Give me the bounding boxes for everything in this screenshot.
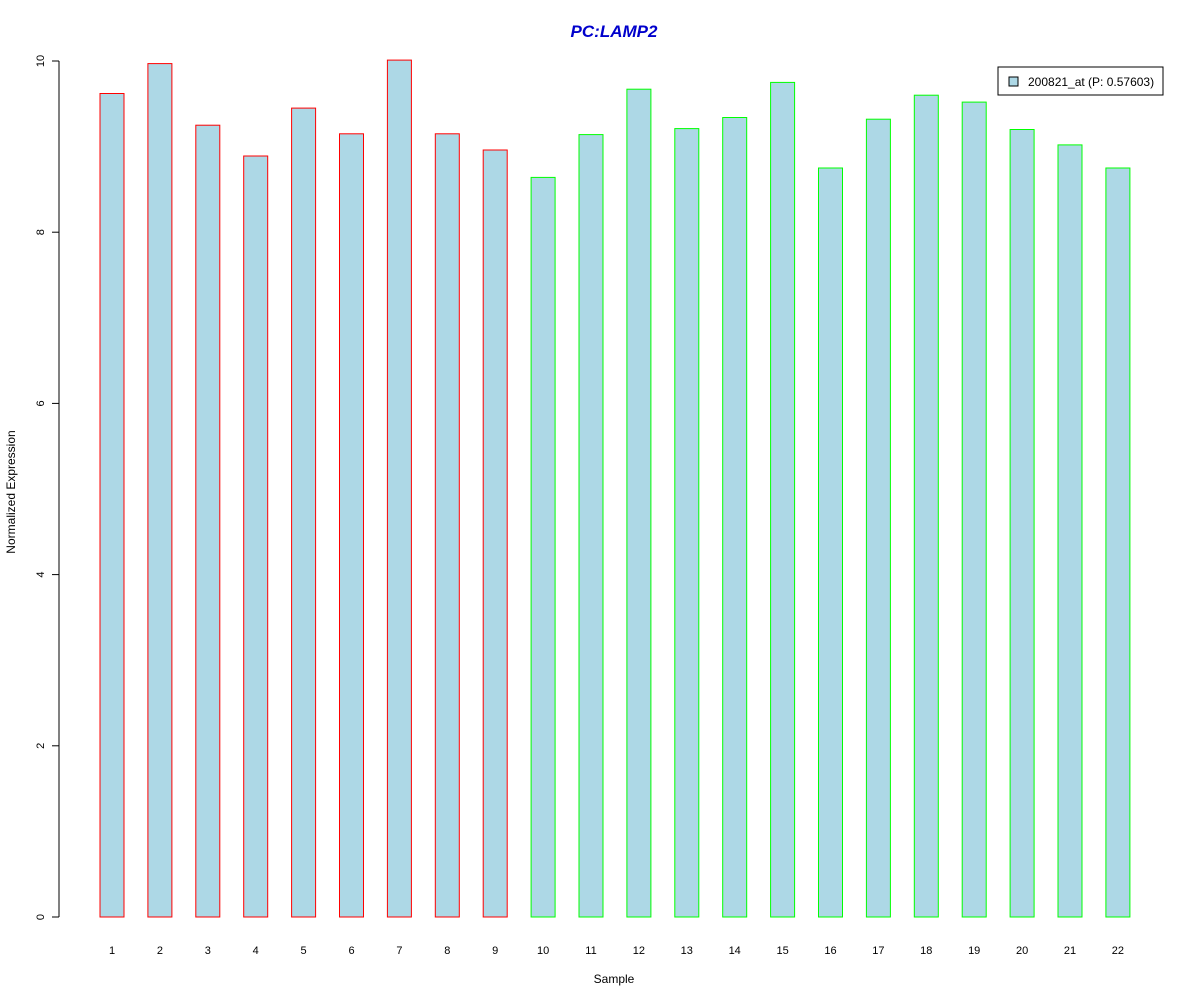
x-tick-label: 14 bbox=[729, 945, 741, 957]
x-tick-label: 19 bbox=[968, 945, 980, 957]
bar-sample-1 bbox=[99, 93, 125, 918]
legend-box bbox=[997, 66, 1164, 96]
bar-sample-18 bbox=[913, 94, 939, 918]
y-tick-label: 2 bbox=[35, 743, 47, 749]
bar-sample-10 bbox=[530, 176, 556, 918]
legend-swatch bbox=[1008, 76, 1019, 87]
y-tick-label: 8 bbox=[35, 229, 47, 235]
chart-title: PC:LAMP2 bbox=[571, 22, 658, 41]
bar-sample-7 bbox=[386, 59, 412, 918]
bar-sample-19 bbox=[961, 101, 987, 918]
x-axis-label: Sample bbox=[594, 972, 635, 986]
bar-sample-3 bbox=[195, 124, 221, 918]
y-tick-label: 4 bbox=[35, 572, 47, 578]
bar-sample-12 bbox=[626, 88, 652, 918]
y-tick-label: 10 bbox=[35, 55, 47, 67]
bar-sample-2 bbox=[147, 63, 173, 918]
bar-sample-14 bbox=[722, 117, 748, 918]
bar-sample-13 bbox=[674, 128, 700, 918]
x-tick-label: 9 bbox=[492, 945, 498, 957]
x-tick-label: 22 bbox=[1112, 945, 1124, 957]
bar-sample-5 bbox=[291, 107, 317, 918]
y-axis: 0 2 4 6 8 10 bbox=[35, 55, 60, 920]
x-tick-label: 3 bbox=[205, 945, 211, 957]
bar-sample-21 bbox=[1057, 144, 1083, 918]
bar-sample-17 bbox=[865, 118, 891, 918]
x-tick-label: 16 bbox=[824, 945, 836, 957]
x-tick-label: 21 bbox=[1064, 945, 1076, 957]
bar-sample-4 bbox=[243, 155, 269, 918]
x-tick-label: 7 bbox=[396, 945, 402, 957]
x-tick-label: 20 bbox=[1016, 945, 1028, 957]
x-tick-label: 6 bbox=[348, 945, 354, 957]
x-tick-label: 5 bbox=[301, 945, 307, 957]
x-tick-label: 8 bbox=[444, 945, 450, 957]
y-axis-label: Normalized Expression bbox=[4, 430, 18, 553]
x-tick-label: 10 bbox=[537, 945, 549, 957]
x-tick-label: 18 bbox=[920, 945, 932, 957]
x-tick-label: 11 bbox=[585, 945, 596, 957]
x-tick-labels: 1 2 3 4 5 6 7 8 9 10 11 12 13 14 15 16 17 18 19 20 21 22 bbox=[109, 945, 1124, 957]
bar-sample-8 bbox=[434, 133, 460, 918]
bar-sample-6 bbox=[339, 133, 364, 918]
x-tick-label: 1 bbox=[109, 945, 115, 957]
x-tick-label: 17 bbox=[872, 945, 884, 957]
x-tick-label: 13 bbox=[681, 945, 693, 957]
legend-label: 200821_at (P: 0.57603) bbox=[1028, 75, 1154, 89]
bar-sample-15 bbox=[770, 81, 796, 918]
x-tick-label: 4 bbox=[253, 945, 259, 957]
bar-sample-20 bbox=[1009, 129, 1035, 918]
bar-sample-11 bbox=[578, 134, 604, 918]
bar-sample-22 bbox=[1105, 167, 1131, 918]
bar-sample-16 bbox=[818, 167, 843, 918]
y-tick-label: 6 bbox=[35, 400, 47, 406]
x-tick-label: 2 bbox=[157, 945, 163, 957]
y-tick-label: 0 bbox=[35, 914, 47, 920]
legend: 200821_at (P: 0.57603) bbox=[997, 66, 1164, 96]
x-tick-label: 12 bbox=[633, 945, 645, 957]
x-tick-label: 15 bbox=[776, 945, 788, 957]
bars bbox=[99, 59, 1131, 918]
bar-sample-9 bbox=[482, 149, 508, 918]
